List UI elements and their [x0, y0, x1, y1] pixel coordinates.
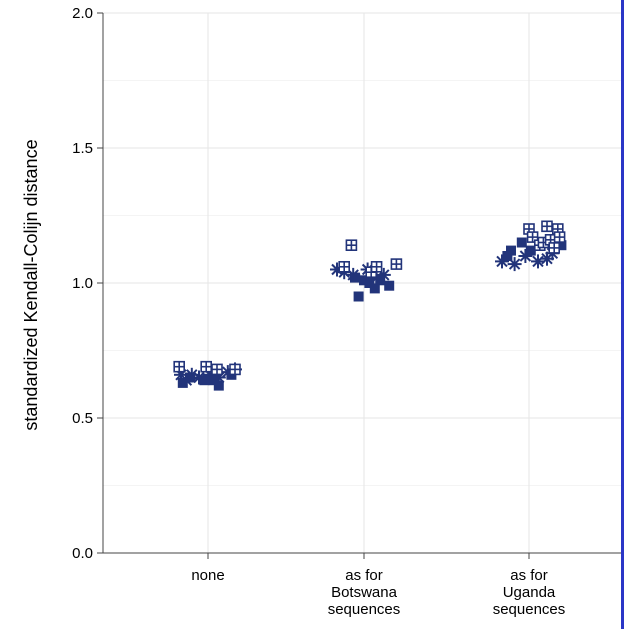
star-stroke	[193, 371, 205, 384]
y-tick-label: 0.5	[72, 410, 93, 427]
square-marker	[177, 377, 188, 388]
x-tick-label-line: sequences	[493, 601, 566, 618]
data-point-boxed-plus	[211, 363, 223, 376]
data-point-boxed-plus	[390, 258, 403, 270]
square-marker	[369, 283, 380, 294]
data-point-filled-square	[359, 275, 369, 286]
y-axis-title: standardized Kendall-Colijn distance	[21, 139, 41, 430]
x-tick-label-line: as for	[510, 567, 548, 584]
data-point-boxed-plus	[345, 239, 358, 251]
x-tick-label-line: Uganda	[503, 584, 556, 601]
data-point-boxed-plus	[553, 231, 566, 243]
data-point-filled-square	[369, 283, 380, 294]
square-marker	[208, 375, 219, 386]
data-point-boxed-plus	[370, 260, 383, 273]
data-point-filled-square	[375, 275, 386, 286]
data-point-filled-square	[506, 245, 516, 256]
x-tick-label: as for Uganda sequences	[493, 567, 566, 618]
data-point-boxed-plus	[541, 220, 553, 233]
data-point-filled-square	[208, 375, 219, 386]
data-point-boxed-plus	[338, 260, 351, 273]
x-tick-label-line: as for	[345, 567, 383, 584]
square-marker	[506, 245, 516, 256]
square-marker	[525, 245, 536, 256]
data-point-filled-square	[364, 278, 375, 288]
data-point-filled-square	[213, 380, 224, 391]
data-point-filled-square	[502, 251, 513, 261]
y-tick-label: 2.0	[72, 5, 93, 22]
square-marker	[502, 251, 513, 261]
data-point-filled-square	[177, 377, 188, 388]
data-point-filled-square	[350, 272, 360, 283]
x-tick-label: none	[191, 567, 224, 584]
square-marker	[350, 272, 360, 283]
data-point-boxed-plus	[229, 363, 241, 376]
square-marker	[213, 380, 224, 391]
data-point-filled-square	[516, 237, 527, 248]
x-tick-label: as for Botswana sequences	[328, 567, 401, 618]
square-marker	[384, 280, 395, 291]
square-marker	[556, 240, 567, 251]
square-marker	[516, 237, 527, 248]
square-marker	[364, 278, 375, 288]
x-tick-label-line: sequences	[328, 601, 401, 618]
data-point-star	[518, 249, 533, 263]
square-marker	[375, 275, 386, 286]
square-marker	[359, 275, 369, 286]
data-point-star	[495, 254, 509, 269]
data-point-filled-square	[525, 245, 536, 256]
y-tick-label: 0.0	[72, 545, 93, 562]
data-point-filled-square	[185, 372, 195, 383]
data-point-filled-square	[199, 375, 210, 386]
square-marker	[353, 291, 364, 302]
y-tick-label: 1.5	[72, 140, 93, 157]
data-point-boxed-plus	[173, 360, 185, 373]
data-point-boxed-plus	[200, 360, 212, 373]
data-point-filled-square	[384, 280, 395, 291]
square-marker	[199, 375, 210, 386]
data-point-boxed-plus	[526, 231, 539, 243]
x-tick-label-line: none	[191, 567, 224, 584]
data-point-filled-square	[353, 291, 364, 302]
x-tick-label-line: Botswana	[331, 584, 398, 601]
star-stroke	[508, 258, 521, 270]
y-tick-label: 1.0	[72, 275, 93, 292]
data-point-filled-square	[556, 240, 567, 251]
square-marker	[185, 372, 195, 383]
data-points	[173, 220, 567, 391]
data-point-boxed-plus	[548, 242, 561, 254]
